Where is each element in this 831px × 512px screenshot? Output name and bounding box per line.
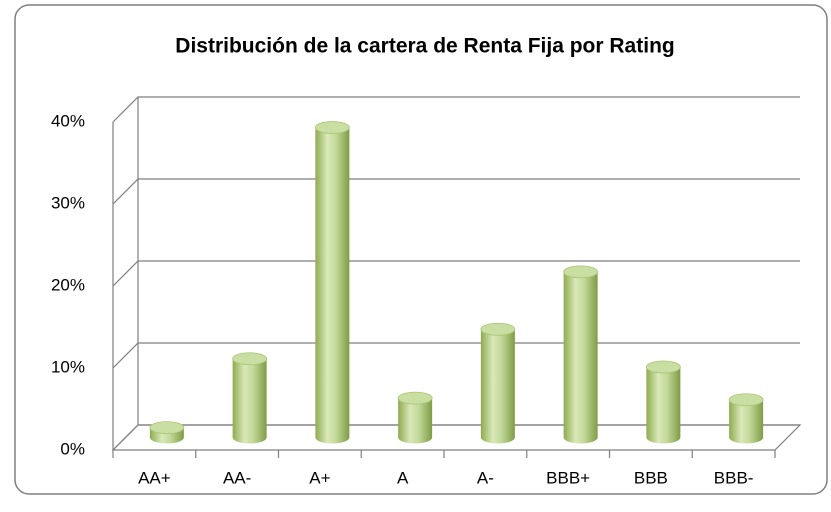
bar (646, 366, 681, 444)
x-tick-label: AA+ (138, 468, 171, 487)
bar-top (397, 391, 433, 405)
x-tick-label: BBB+ (546, 468, 590, 487)
y-tick-label: 20% (51, 275, 85, 294)
x-tick-label: BBB- (714, 468, 754, 487)
bar (480, 329, 515, 444)
bar-top (232, 352, 268, 366)
x-tick-label: A- (477, 468, 494, 487)
x-tick-label: A+ (309, 468, 330, 487)
bar (232, 358, 267, 444)
y-tick-label: 0% (60, 439, 85, 458)
grid-line (112, 178, 800, 205)
grid-line (112, 260, 800, 287)
bar-top (645, 360, 681, 374)
grid-line (112, 96, 800, 123)
bar-top (480, 322, 516, 336)
chart-border (14, 4, 828, 495)
x-tick-label: A (397, 468, 409, 487)
x-tick-label: AA- (223, 468, 251, 487)
bar (563, 271, 598, 444)
x-tick-label: BBB (634, 468, 668, 487)
y-tick-label: 30% (51, 193, 85, 212)
bar-top (314, 121, 350, 134)
bar-top (563, 265, 599, 279)
bar (315, 127, 350, 444)
chart-title: Distribución de la cartera de Renta Fija… (175, 35, 674, 58)
bar-top (728, 393, 764, 407)
bar-top (149, 421, 185, 435)
bar (729, 399, 764, 444)
y-tick-label: 40% (51, 111, 85, 130)
y-tick-label: 10% (51, 357, 85, 376)
bar (398, 398, 433, 444)
